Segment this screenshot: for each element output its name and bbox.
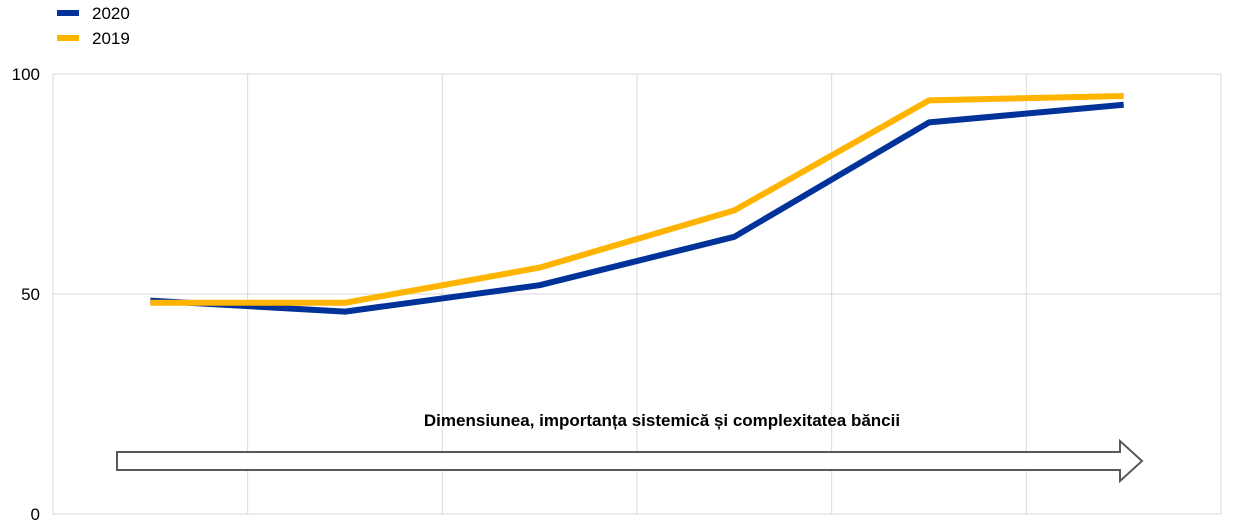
series-lines — [150, 93, 1124, 315]
legend-swatch-2019 — [57, 35, 79, 41]
y-tick-label: 0 — [31, 505, 40, 524]
plot-frame — [52, 73, 1222, 515]
legend-swatch-2020 — [57, 10, 79, 16]
y-axis: 0 50 100 — [12, 65, 40, 524]
legend-label-2020: 2020 — [92, 4, 130, 23]
legend-label-2019: 2019 — [92, 29, 130, 48]
y-tick-label: 50 — [21, 285, 40, 304]
annotation-text: Dimensiunea, importanța sistemică și com… — [424, 411, 900, 430]
plot-area-border — [52, 73, 1222, 515]
y-tick-label: 100 — [12, 65, 40, 84]
series-line-2020 — [150, 101, 1124, 315]
grid — [53, 73, 1221, 514]
series-line-2019 — [150, 93, 1124, 306]
annotation: Dimensiunea, importanța sistemică și com… — [116, 411, 1144, 484]
legend: 2020 2019 — [57, 4, 130, 48]
direction-arrow-icon — [116, 438, 1144, 484]
